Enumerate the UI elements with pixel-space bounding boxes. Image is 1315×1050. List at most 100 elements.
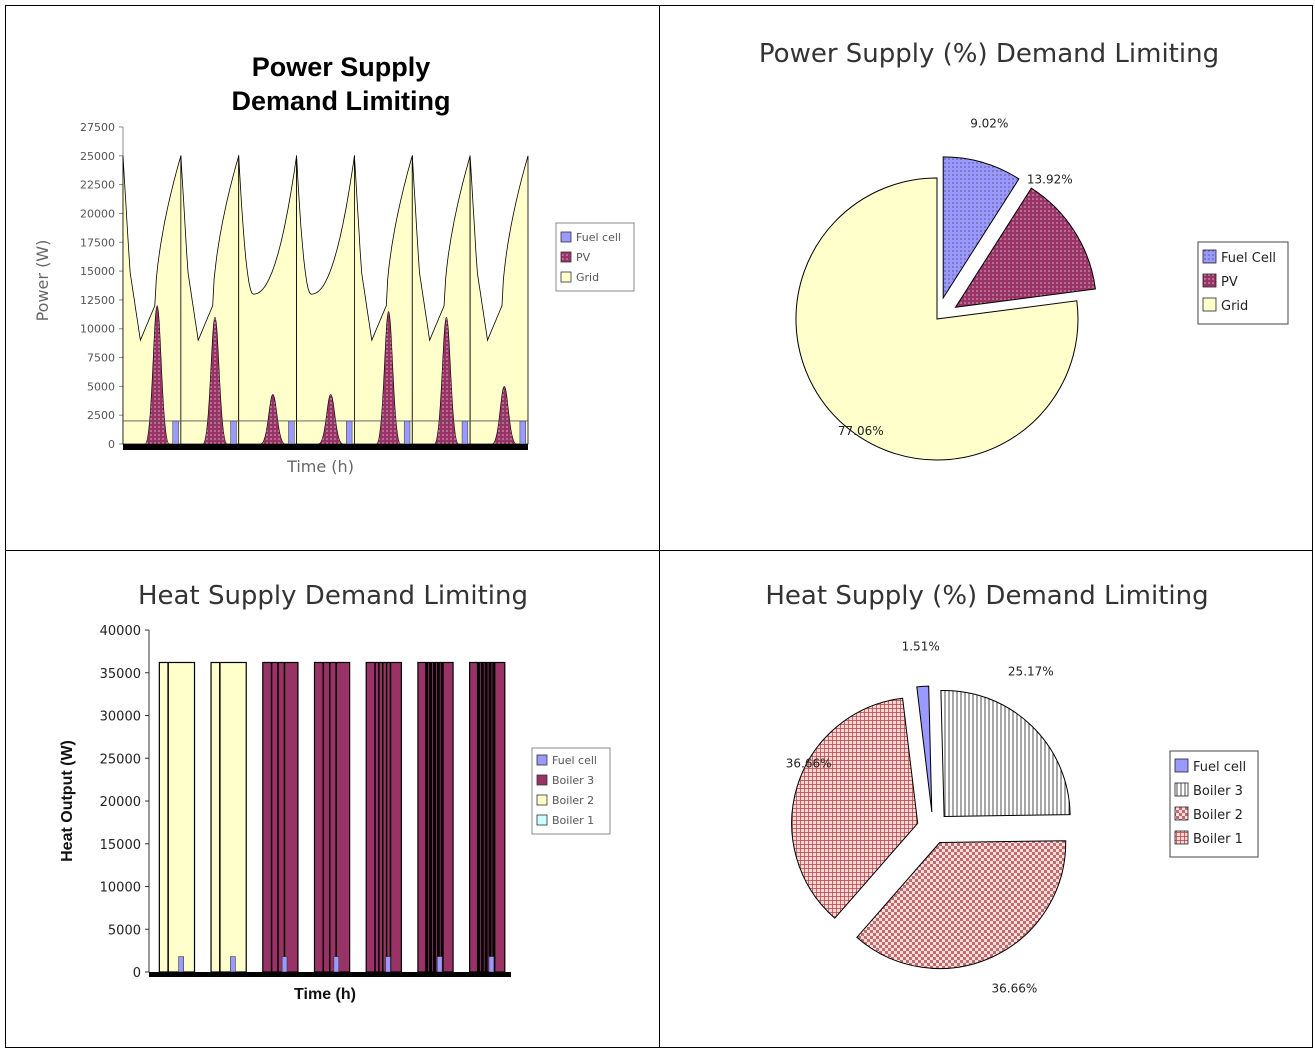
chart-title: Heat Supply (%) Demand Limiting xyxy=(765,581,1208,611)
fuel-cell-area-day-7 xyxy=(519,420,526,445)
legend-label-boiler-2: Boiler 2 xyxy=(552,794,594,807)
power-supply-area-chart: Power Supply Demand Limiting2750025000225… xyxy=(33,52,635,476)
legend-swatch-boiler-1 xyxy=(1174,830,1189,845)
legend-swatch-pv xyxy=(560,251,572,263)
y-tick-label: 40000 xyxy=(100,624,141,639)
heat-supply-chart-panel: Heat Supply Demand Limiting 40000 35000 300… xyxy=(6,552,658,1047)
grid-area-day-3 xyxy=(238,154,297,445)
chart-title-line: Power Supply xyxy=(252,52,431,82)
pie-label-grid: 77.06% xyxy=(838,424,884,438)
y-axis-label: Power (W) xyxy=(33,240,52,322)
y-tick-label: 7500 xyxy=(87,352,115,365)
legend-label-fuel-cell: Fuel cell xyxy=(576,231,621,244)
pie-slice-boiler-3 xyxy=(940,689,1071,818)
pv-area-day-7 xyxy=(491,386,517,445)
y-tick-label: 25000 xyxy=(100,752,141,767)
y-tick-label: 20000 xyxy=(100,795,141,810)
chart-title: Power Supply Demand Limiting xyxy=(231,52,450,116)
fuel-cell-block-day-3 xyxy=(281,956,288,973)
pv-area-day-3 xyxy=(260,394,286,445)
pv-area-day-5 xyxy=(376,311,401,445)
legend-swatch-boiler-3 xyxy=(536,774,548,786)
block-day-1 xyxy=(158,661,196,973)
fuel-cell-area-day-3 xyxy=(288,420,295,445)
legend-label-boiler-1: Boiler 1 xyxy=(1193,832,1243,847)
grid-area-day-4 xyxy=(296,155,355,445)
legend-label-boiler-1: Boiler 1 xyxy=(552,814,594,827)
legend-label-grid: Grid xyxy=(576,271,599,284)
fuel-cell-block-day-2 xyxy=(230,956,236,973)
y-tick-label: 10000 xyxy=(80,323,115,336)
legend-label-boiler-3: Boiler 3 xyxy=(552,774,594,787)
y-tick-label: 0 xyxy=(108,438,115,451)
y-tick-label: 5000 xyxy=(87,380,115,393)
y-tick-label: 0 xyxy=(133,966,141,981)
legend-label-grid: Grid xyxy=(1221,299,1248,314)
heat-supply-pie-panel: Heat Supply (%) Demand Limiting 1.51% 25.1… xyxy=(660,552,1312,1047)
fuel-cell-area-day-1 xyxy=(172,420,179,445)
x-axis xyxy=(123,444,528,450)
pv-area-day-4 xyxy=(318,394,344,445)
grid-divider-horizontal xyxy=(6,550,1312,551)
grid-area-day-6 xyxy=(411,154,471,445)
chart-title-line: Demand Limiting xyxy=(231,86,450,116)
y-tick-label: 25000 xyxy=(80,150,115,163)
block-day-5 xyxy=(365,661,402,973)
y-tick-label: 22500 xyxy=(80,179,115,192)
legend-swatch-grid xyxy=(560,271,572,283)
legend-label-boiler-2: Boiler 2 xyxy=(1193,808,1243,823)
legend-swatch-fuel-cell xyxy=(1202,249,1217,264)
pie-slice-grid xyxy=(795,177,1079,461)
grid-divider-vertical xyxy=(659,6,660,1047)
y-tick-label: 35000 xyxy=(100,667,141,682)
fuel-cell-area-day-2 xyxy=(230,420,237,445)
x-axis-label: Time (h) xyxy=(294,986,356,1003)
block-day-3 xyxy=(262,661,299,973)
pie-slice-fuel-cell xyxy=(916,685,933,813)
grid-area-day-1 xyxy=(122,155,182,445)
chart-title: Heat Supply Demand Limiting xyxy=(138,581,528,611)
y-tick-label: 10000 xyxy=(100,881,141,896)
fuel-cell-area-day-4 xyxy=(346,420,353,445)
pie-label-fuel-cell: 1.51% xyxy=(902,639,940,653)
grid-area-day-7 xyxy=(469,155,529,445)
fuel-cell-block-day-7 xyxy=(488,956,495,973)
y-axis-label: Heat Output (W) xyxy=(59,740,76,862)
pv-area-day-1 xyxy=(144,305,170,445)
legend-swatch-pv xyxy=(1202,273,1217,288)
legend-swatch-boiler-3 xyxy=(1174,782,1189,797)
pie-slice-pv xyxy=(954,187,1096,308)
grid-area-day-2 xyxy=(180,155,240,445)
pie-slice-boiler-1 xyxy=(791,697,919,919)
y-tick-label: 30000 xyxy=(100,710,141,725)
y-tick-label: 15000 xyxy=(100,838,141,853)
power-supply-pie-chart: Power Supply (%) Demand Limiting 9.02% 13.… xyxy=(759,39,1289,461)
x-axis-label: Time (h) xyxy=(286,457,354,476)
block-day-4 xyxy=(313,661,351,973)
fuel-cell-block-day-4 xyxy=(333,956,340,973)
chart-title: Power Supply (%) Demand Limiting xyxy=(759,39,1219,69)
power-supply-pie-panel: Power Supply (%) Demand Limiting 9.02% 13.… xyxy=(660,6,1312,550)
fuel-cell-area-day-6 xyxy=(461,420,469,445)
x-axis xyxy=(149,972,511,977)
legend-label-fuel-cell: Fuel cell xyxy=(1193,760,1246,775)
legend-label-boiler-3: Boiler 3 xyxy=(1193,784,1243,799)
pie-label-boiler-2: 36.66% xyxy=(992,981,1038,995)
legend-swatch-fuel-cell xyxy=(560,231,572,243)
legend-label-fuel-cell: Fuel Cell xyxy=(1221,251,1276,266)
y-tick-label: 15000 xyxy=(80,265,115,278)
legend-swatch-fuel-cell xyxy=(1174,758,1189,773)
legend-swatch-fuel-cell xyxy=(536,754,548,766)
heat-supply-area-chart: Heat Supply Demand Limiting 40000 35000 300… xyxy=(59,581,611,1003)
pie-label-pv: 13.92% xyxy=(1027,173,1073,187)
y-tick-label: 17500 xyxy=(80,236,115,249)
fuel-cell-block-day-1 xyxy=(178,956,184,973)
pie-label-boiler-3: 25.17% xyxy=(1008,664,1054,678)
fuel-cell-block-day-6 xyxy=(436,956,443,973)
heat-supply-pie-chart: Heat Supply (%) Demand Limiting 1.51% 25.1… xyxy=(765,581,1259,995)
y-tick-label: 12500 xyxy=(80,294,115,307)
legend-label-pv: PV xyxy=(576,251,591,264)
legend-label-fuel-cell: Fuel cell xyxy=(552,754,597,767)
grid-area-day-5 xyxy=(353,155,413,445)
fuel-cell-block-day-5 xyxy=(385,956,391,973)
